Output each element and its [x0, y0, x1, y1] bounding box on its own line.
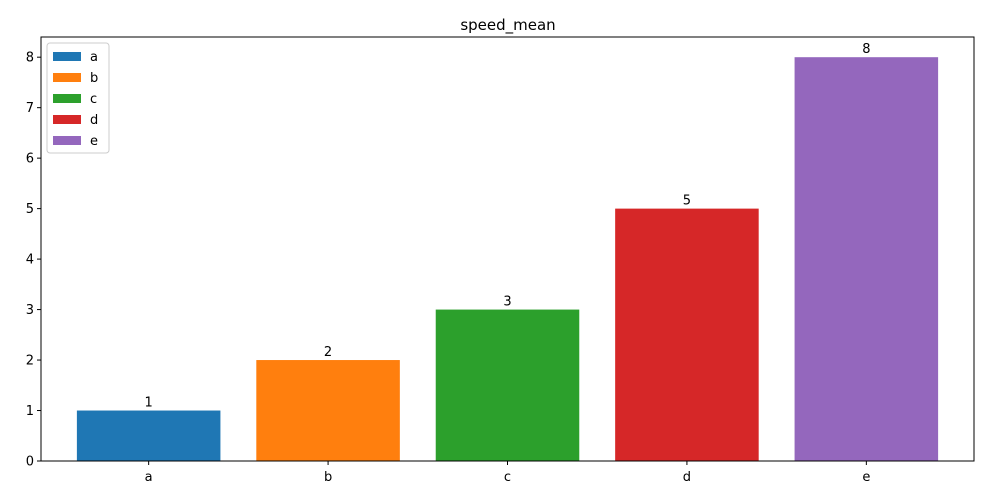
data-label-b: 2	[324, 345, 332, 360]
data-label-e: 8	[862, 42, 870, 57]
x-tick-label-c: c	[504, 470, 511, 485]
bar-a	[76, 410, 221, 461]
bar-d	[615, 208, 759, 461]
x-tick-label-d: d	[683, 470, 691, 485]
legend-label-c: c	[90, 92, 97, 107]
y-tick-label: 4	[26, 253, 34, 268]
legend-label-e: e	[90, 134, 98, 149]
legend-swatch-e	[53, 136, 81, 145]
plot-frame	[40, 36, 975, 462]
data-label-c: 3	[503, 295, 511, 310]
y-tick-label: 0	[26, 455, 34, 470]
y-tick-label: 1	[26, 404, 34, 419]
x-tick-label-a: a	[145, 470, 153, 485]
y-tick-label: 2	[26, 354, 34, 369]
legend-label-b: b	[90, 71, 98, 86]
y-tick-label: 3	[26, 303, 34, 318]
bar-b	[256, 360, 400, 461]
x-tick-label-e: e	[862, 470, 870, 485]
x-axis: a b c d e	[145, 461, 870, 485]
data-label-d: 5	[683, 194, 691, 209]
data-label-a: 1	[145, 396, 153, 411]
y-tick-label: 8	[26, 51, 34, 66]
legend-label-d: d	[90, 113, 98, 128]
data-labels-group: 1 2 3 5 8	[145, 42, 871, 410]
y-tick-label: 7	[26, 101, 34, 116]
legend-swatch-d	[53, 115, 81, 124]
y-tick-label: 6	[26, 152, 34, 167]
legend-swatch-b	[53, 73, 81, 82]
legend-swatch-c	[53, 94, 81, 103]
x-tick-label-b: b	[324, 470, 332, 485]
legend-label-a: a	[90, 50, 98, 65]
bars-group	[76, 57, 939, 461]
y-tick-label: 5	[26, 202, 34, 217]
y-axis: 0 1 2 3 4 5 6 7 8	[26, 51, 41, 470]
chart-title: speed_mean	[460, 16, 555, 35]
bar-e	[794, 57, 939, 461]
bar-c	[435, 309, 580, 461]
legend-swatch-a	[53, 52, 81, 61]
